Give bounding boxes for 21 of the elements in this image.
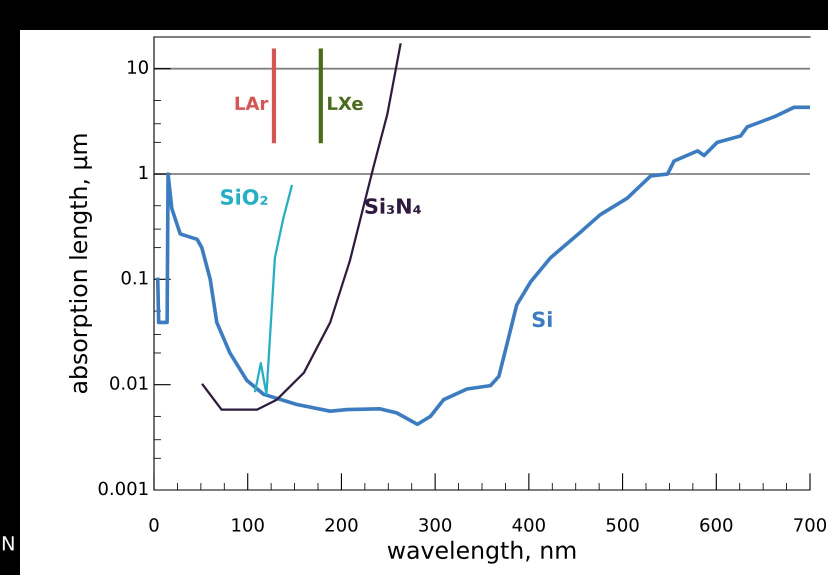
x-tick-label: 600: [700, 518, 732, 532]
ref-line-label: LAr: [236, 96, 268, 110]
y-tick-label: 0.001: [98, 482, 148, 496]
x-tick-label: 400: [512, 518, 545, 532]
x-tick-label: 700: [794, 518, 826, 532]
y-tick-label: 1: [140, 166, 148, 180]
y-tick-label: 0.1: [122, 270, 148, 285]
x-axis-title: wavelength, nm: [388, 540, 576, 564]
x-tick-label: 200: [326, 518, 358, 532]
x-tick-label: 0: [149, 518, 159, 532]
series-label: Si: [532, 311, 552, 328]
text: N: [2, 536, 14, 550]
y-tick-label: 0.01: [110, 376, 148, 390]
series-label: SiO₂: [221, 188, 268, 205]
x-tick-label: 300: [419, 518, 452, 532]
y-tick-label: 10: [128, 60, 148, 74]
x-tick-label: 100: [232, 518, 264, 532]
ref-line-label: LXe: [328, 96, 363, 110]
y-axis-title: absorption length, µm: [69, 134, 92, 394]
series-label: Si₃N₄: [365, 198, 421, 214]
x-tick-label: 500: [606, 518, 639, 532]
